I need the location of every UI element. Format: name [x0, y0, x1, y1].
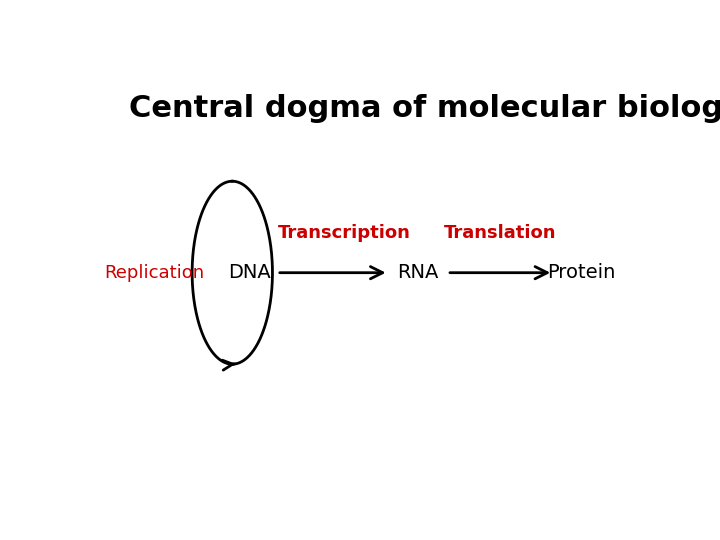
Text: Central dogma of molecular biology: Central dogma of molecular biology	[129, 94, 720, 123]
Text: RNA: RNA	[397, 263, 438, 282]
Text: Transcription: Transcription	[277, 224, 410, 242]
Text: Translation: Translation	[444, 224, 557, 242]
Text: DNA: DNA	[228, 263, 271, 282]
Text: Replication: Replication	[104, 264, 204, 282]
Text: Protein: Protein	[547, 263, 615, 282]
